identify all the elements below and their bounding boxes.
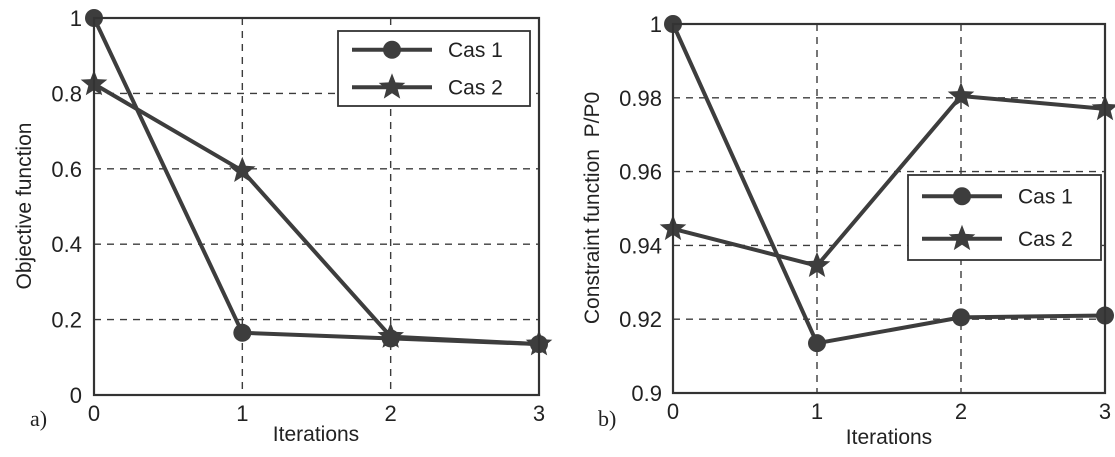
legend-label-cas-2: Cas 2 xyxy=(1018,228,1073,251)
y-tick-label: 1 xyxy=(650,12,662,37)
panel-b: 0.9 0.92 0.94 0.96 0.98 1 0 1 2 3 Iterations Constr… xyxy=(581,12,1115,449)
x-tick-label: 2 xyxy=(955,399,967,424)
legend-box xyxy=(337,30,531,107)
legend-label-cas-2: Cas 2 xyxy=(448,76,503,99)
x-axis-label: Iterations xyxy=(846,426,932,449)
x-tick-label: 3 xyxy=(533,401,545,426)
legend-box xyxy=(907,174,1102,261)
y-tick-label: 0.9 xyxy=(631,381,662,406)
data-point-cas-2-1 xyxy=(803,251,831,277)
legend-marker-cas-1 xyxy=(953,187,971,206)
legend-marker-cas-2 xyxy=(378,73,406,99)
x-tick-label: 3 xyxy=(1099,399,1111,424)
data-point-cas-1-2 xyxy=(952,308,970,327)
legend-marker-cas-1 xyxy=(383,40,401,59)
y-axis-label: Objective function xyxy=(13,123,36,290)
y-tick-label: 0.92 xyxy=(619,307,662,332)
panel-a: 0 0.2 0.4 0.6 0.8 1 0 1 2 3 Iterations Objective fu… xyxy=(13,6,553,446)
panel-label: a) xyxy=(30,406,47,431)
data-point-cas-1-1 xyxy=(233,323,252,342)
x-axis-label: Iterations xyxy=(273,423,359,446)
legend-label-cas-1: Cas 1 xyxy=(448,39,503,62)
y-tick-label: 0.96 xyxy=(619,160,662,185)
legend: Cas 1 Cas 2 xyxy=(337,30,531,107)
x-tick-label: 0 xyxy=(88,401,100,426)
x-tick-label: 2 xyxy=(385,401,397,426)
legend-label-cas-1: Cas 1 xyxy=(1018,185,1073,208)
series-line-cas-2 xyxy=(672,94,1106,268)
data-point-cas-2-3 xyxy=(1091,94,1115,121)
y-tick-label: 0 xyxy=(70,383,82,408)
series-line-cas-1 xyxy=(671,23,1106,346)
data-point-cas-2-1 xyxy=(229,156,256,182)
plot-frame xyxy=(92,16,541,397)
plot-frame xyxy=(671,22,1107,395)
y-tick-label: 0.94 xyxy=(619,233,662,258)
panel-label: b) xyxy=(598,406,616,431)
x-tick-label: 1 xyxy=(811,399,823,424)
y-tick-label: 0.98 xyxy=(619,86,662,111)
y-tick-label: 0.6 xyxy=(51,157,82,182)
y-tick-label: 0.2 xyxy=(51,308,82,333)
y-tick-label: 0.4 xyxy=(51,232,82,257)
data-point-cas-2-2 xyxy=(947,82,975,108)
data-point-cas-2-2 xyxy=(377,322,404,348)
series-line-cas-2 xyxy=(92,82,540,347)
data-point-cas-1-1 xyxy=(808,334,826,353)
legend-marker-cas-2 xyxy=(948,224,976,251)
legend: Cas 1 Cas 2 xyxy=(907,174,1102,261)
y-axis-label: Constraint function P/P0 xyxy=(581,92,604,324)
y-tick-label: 0.8 xyxy=(51,81,82,106)
x-tick-label: 1 xyxy=(236,401,248,426)
x-tick-label: 0 xyxy=(667,399,679,424)
y-tick-label: 1 xyxy=(70,6,82,31)
